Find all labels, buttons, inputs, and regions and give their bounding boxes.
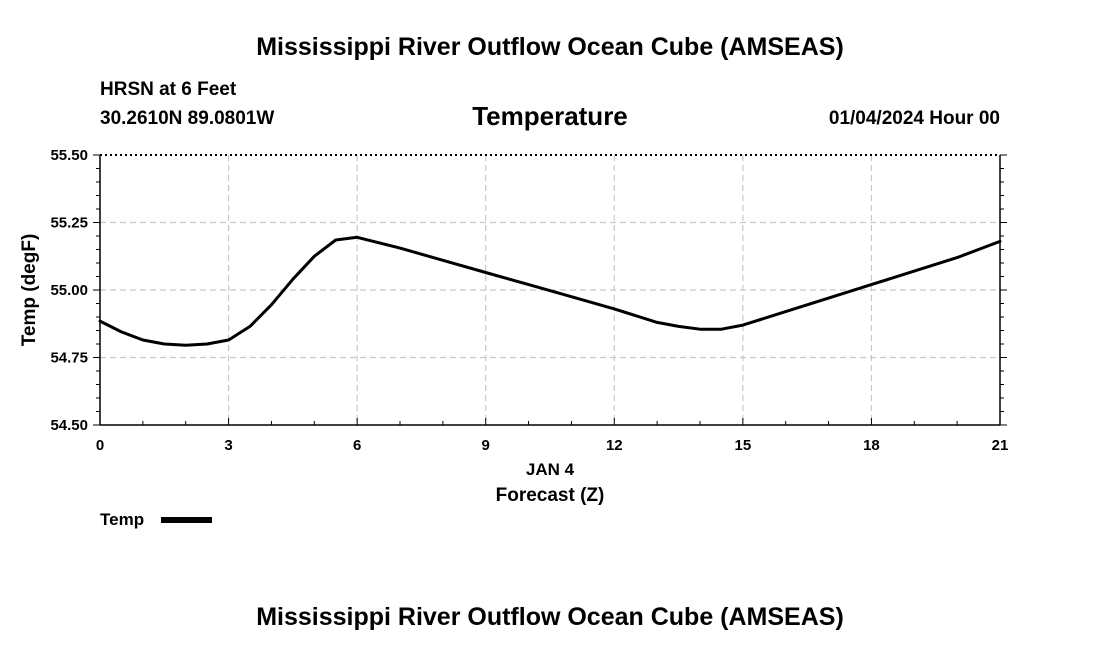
y-tick-label: 54.75 bbox=[50, 350, 88, 367]
x-tick-label: 12 bbox=[606, 437, 623, 454]
x-tick-label: 15 bbox=[735, 437, 752, 454]
x-tick-label: 21 bbox=[992, 437, 1009, 454]
y-tick-label: 55.50 bbox=[50, 147, 88, 164]
footer-title: Mississippi River Outflow Ocean Cube (AM… bbox=[256, 603, 844, 631]
y-tick-label: 55.25 bbox=[50, 215, 88, 232]
y-tick-label: 55.00 bbox=[50, 282, 88, 299]
coordinates-label: 30.2610N 89.0801W bbox=[100, 108, 274, 129]
chart-title: Mississippi River Outflow Ocean Cube (AM… bbox=[256, 33, 844, 61]
y-axis-label: Temp (degF) bbox=[19, 234, 40, 347]
x-tick-label: 0 bbox=[96, 437, 104, 454]
x-axis-label: Forecast (Z) bbox=[496, 485, 605, 506]
x-axis-date-label: JAN 4 bbox=[526, 460, 575, 479]
legend-label: Temp bbox=[100, 510, 144, 529]
x-tick-label: 18 bbox=[863, 437, 880, 454]
datetime-label: 01/04/2024 Hour 00 bbox=[829, 108, 1000, 129]
temp-series-line bbox=[98, 235, 1002, 347]
x-tick-label: 3 bbox=[224, 437, 232, 454]
variable-title: Temperature bbox=[472, 101, 628, 131]
y-tick-label: 54.50 bbox=[50, 417, 88, 434]
x-tick-label: 9 bbox=[482, 437, 490, 454]
series-layer bbox=[98, 235, 1002, 347]
axes: 0 3 6 9 12 15 18 21 54.50 54.75 55.00 55.25 55.50 bbox=[50, 147, 1008, 454]
station-label: HRSN at 6 Feet bbox=[100, 79, 237, 100]
x-tick-label: 6 bbox=[353, 437, 361, 454]
